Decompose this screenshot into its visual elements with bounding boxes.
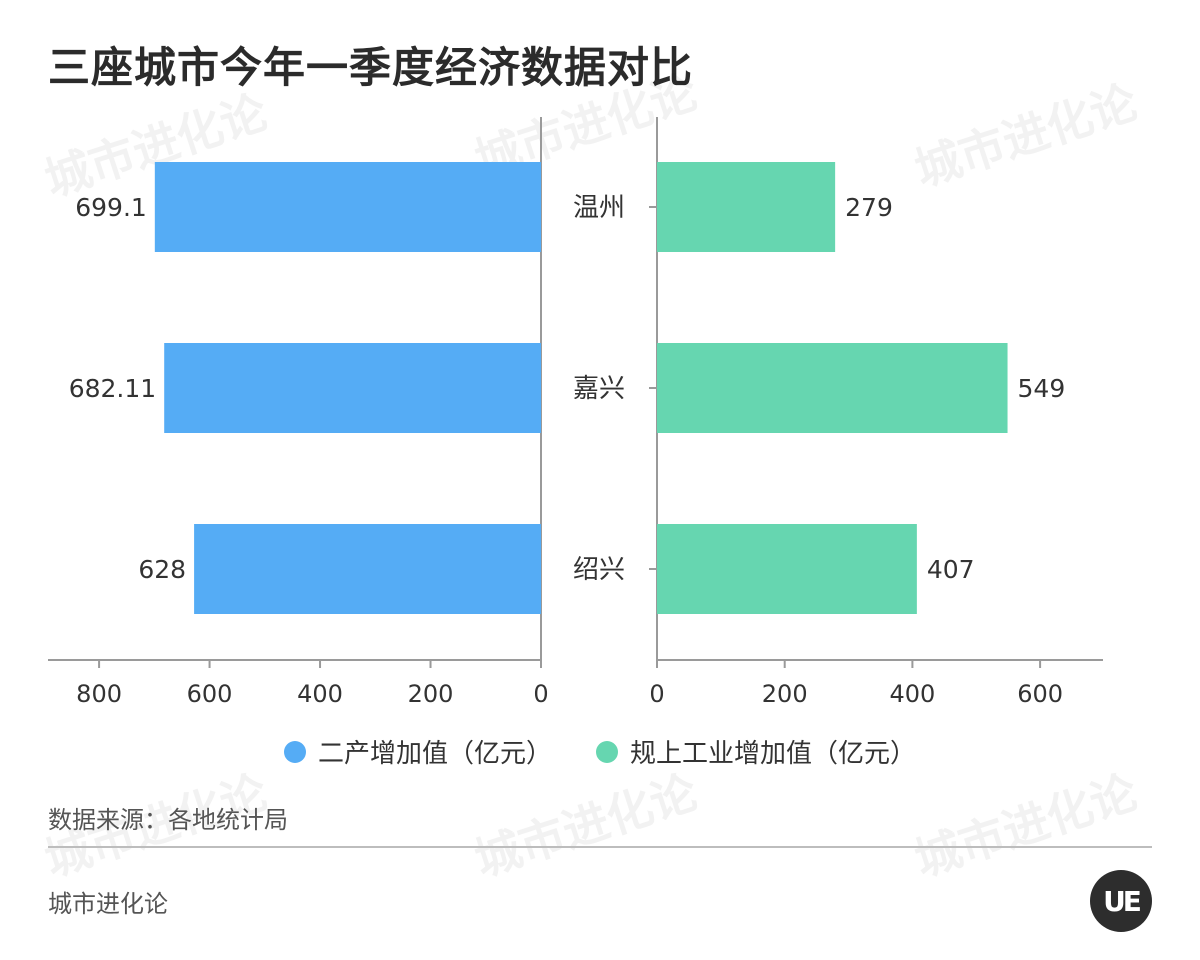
right-bar-value: 279: [845, 193, 893, 222]
right-bar-value: 407: [927, 555, 975, 584]
left-tick-label: 400: [297, 680, 343, 708]
left-tick-label: 0: [533, 680, 548, 708]
category-label: 绍兴: [573, 555, 625, 585]
left-tick-label: 800: [76, 680, 122, 708]
legend-label-right: 规上工业增加值（亿元）: [630, 739, 917, 769]
legend-item-left[interactable]: 二产增加值（亿元）: [283, 733, 552, 770]
right-bar: [657, 524, 917, 614]
footer-brand: 城市进化论: [48, 890, 168, 918]
legend-item-right[interactable]: 规上工业增加值（亿元）: [596, 733, 916, 770]
left-bar-value: 682.11: [69, 374, 156, 403]
left-tick-label: 200: [408, 680, 454, 708]
left-bar: [194, 524, 541, 614]
legend-swatch-left: [283, 740, 306, 763]
right-tick-label: 200: [762, 680, 808, 708]
left-bar: [154, 162, 542, 252]
right-tick-label: 400: [889, 680, 935, 708]
watermark: 城市进化论: [908, 764, 1144, 888]
right-tick-label: 0: [649, 680, 664, 708]
divider: [48, 846, 1152, 848]
right-bar: [657, 343, 1008, 433]
left-bar: [164, 343, 541, 433]
legend-swatch-right: [596, 740, 618, 763]
data-source: 数据来源：各地统计局: [48, 806, 288, 834]
right-bar-value: 549: [1018, 374, 1066, 403]
category-label: 温州: [573, 193, 625, 223]
brand-logo: UE: [1090, 870, 1152, 932]
watermark: 城市进化论: [468, 764, 704, 888]
left-bar-value: 699.1: [75, 193, 147, 222]
right-tick-label: 600: [1017, 680, 1063, 708]
butterfly-bar-chart: 800 600 400 200 0 0 200 400 600 699.1 279 温州 682.11 5…: [48, 117, 1103, 708]
legend-label-left: 二产增加值（亿元）: [317, 739, 552, 769]
legend: 二产增加值（亿元） 规上工业增加值（亿元）: [0, 733, 1200, 770]
right-bar: [657, 162, 836, 252]
chart-title: 三座城市今年一季度经济数据对比: [48, 43, 694, 92]
category-label: 嘉兴: [573, 374, 625, 404]
left-bar-value: 628: [138, 555, 186, 584]
left-tick-label: 600: [187, 680, 233, 708]
